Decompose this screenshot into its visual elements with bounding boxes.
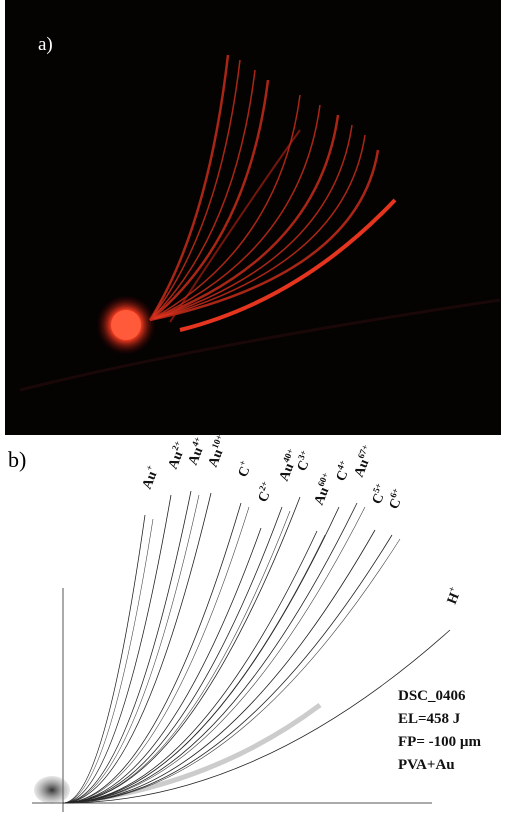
streak xyxy=(149,79,270,321)
parabola xyxy=(62,506,283,804)
info-line: DSC_0406 xyxy=(398,688,466,704)
info-line: PVA+Au xyxy=(398,757,455,773)
target-spot xyxy=(111,310,141,340)
parabola xyxy=(62,492,212,804)
parabola xyxy=(62,496,301,804)
ion-charge: 60+ xyxy=(316,471,331,488)
parabola xyxy=(62,514,146,804)
streak xyxy=(149,149,380,322)
shot-info: DSC_0406 EL=458 J FP= -100 µm PVA+Au xyxy=(398,688,482,773)
streak xyxy=(149,104,321,321)
panel-label: a) xyxy=(38,34,53,55)
ion-label: Au10+ xyxy=(203,433,232,469)
parabola xyxy=(62,502,242,804)
streak xyxy=(169,129,301,323)
ion-label: Au+ xyxy=(137,463,162,491)
ion-charge: 40+ xyxy=(281,447,296,464)
ion-symbol: Au xyxy=(277,461,298,483)
parabolas xyxy=(62,490,451,804)
ion-charge: 2+ xyxy=(257,479,270,492)
streak xyxy=(149,124,353,321)
ion-labels: Au+ Au2+ Au4+Au10+C+C2+Au40+C3+Au60+ C4+ Au6… xyxy=(137,433,465,607)
ion-charge: 4+ xyxy=(190,435,203,448)
ion-symbol: Au xyxy=(166,449,187,471)
ion-symbol: H xyxy=(445,591,463,607)
ion-label: Au4+ xyxy=(183,435,210,467)
ion-label: C6+ xyxy=(384,486,408,511)
ion-charge: 10+ xyxy=(210,433,225,450)
ion-charge: 2+ xyxy=(170,439,183,452)
ion-label: C+ xyxy=(233,459,255,480)
parabola xyxy=(62,494,200,804)
ion-symbol: Au xyxy=(186,445,207,467)
streaks xyxy=(148,54,397,332)
info-line: EL=458 J xyxy=(398,711,461,727)
parabola xyxy=(62,490,192,804)
ion-charge: + xyxy=(446,585,457,594)
ion-label: Au40+ xyxy=(274,447,303,483)
parabola xyxy=(62,506,366,804)
ion-label: Au60+ xyxy=(309,471,338,507)
parabola xyxy=(62,518,154,804)
ion-charge: 67+ xyxy=(356,443,371,460)
ion-symbol: Au xyxy=(140,469,161,491)
trace-smear xyxy=(89,702,322,803)
panel-label: b) xyxy=(8,447,26,472)
ion-charge: 4+ xyxy=(335,458,348,471)
parabola xyxy=(62,538,401,804)
panel-a-photo xyxy=(5,0,501,435)
parabola xyxy=(62,506,340,804)
parabola xyxy=(62,494,172,804)
ion-label: Au67+ xyxy=(349,443,378,479)
parabola xyxy=(62,529,376,804)
streak xyxy=(148,54,230,321)
parabola xyxy=(62,530,318,804)
ion-label: C2+ xyxy=(253,479,277,504)
info-line: FP= -100 µm xyxy=(398,734,482,750)
streak xyxy=(179,198,397,332)
ion-symbol: Au xyxy=(352,457,373,479)
ion-label: Au2+ xyxy=(163,439,190,471)
parabola xyxy=(62,506,250,804)
ion-charge: 6+ xyxy=(388,486,401,499)
streak xyxy=(149,59,241,321)
parabola xyxy=(62,629,451,804)
ion-symbol: Au xyxy=(206,447,227,469)
zero-point xyxy=(34,776,70,804)
streak xyxy=(149,134,366,321)
ion-charge: 3+ xyxy=(296,448,309,461)
streak xyxy=(149,69,256,321)
streak xyxy=(149,114,340,322)
ion-label: C4+ xyxy=(331,458,355,483)
ion-charge: + xyxy=(237,459,248,468)
ion-charge: + xyxy=(144,463,155,472)
ion-symbol: Au xyxy=(312,485,333,507)
ion-label: H+ xyxy=(442,585,465,607)
streak xyxy=(149,94,301,321)
ion-charge: 5+ xyxy=(371,481,384,494)
chamber-edge xyxy=(19,298,501,392)
parabola xyxy=(62,502,358,804)
parabola xyxy=(62,510,291,804)
parabola xyxy=(62,527,262,804)
